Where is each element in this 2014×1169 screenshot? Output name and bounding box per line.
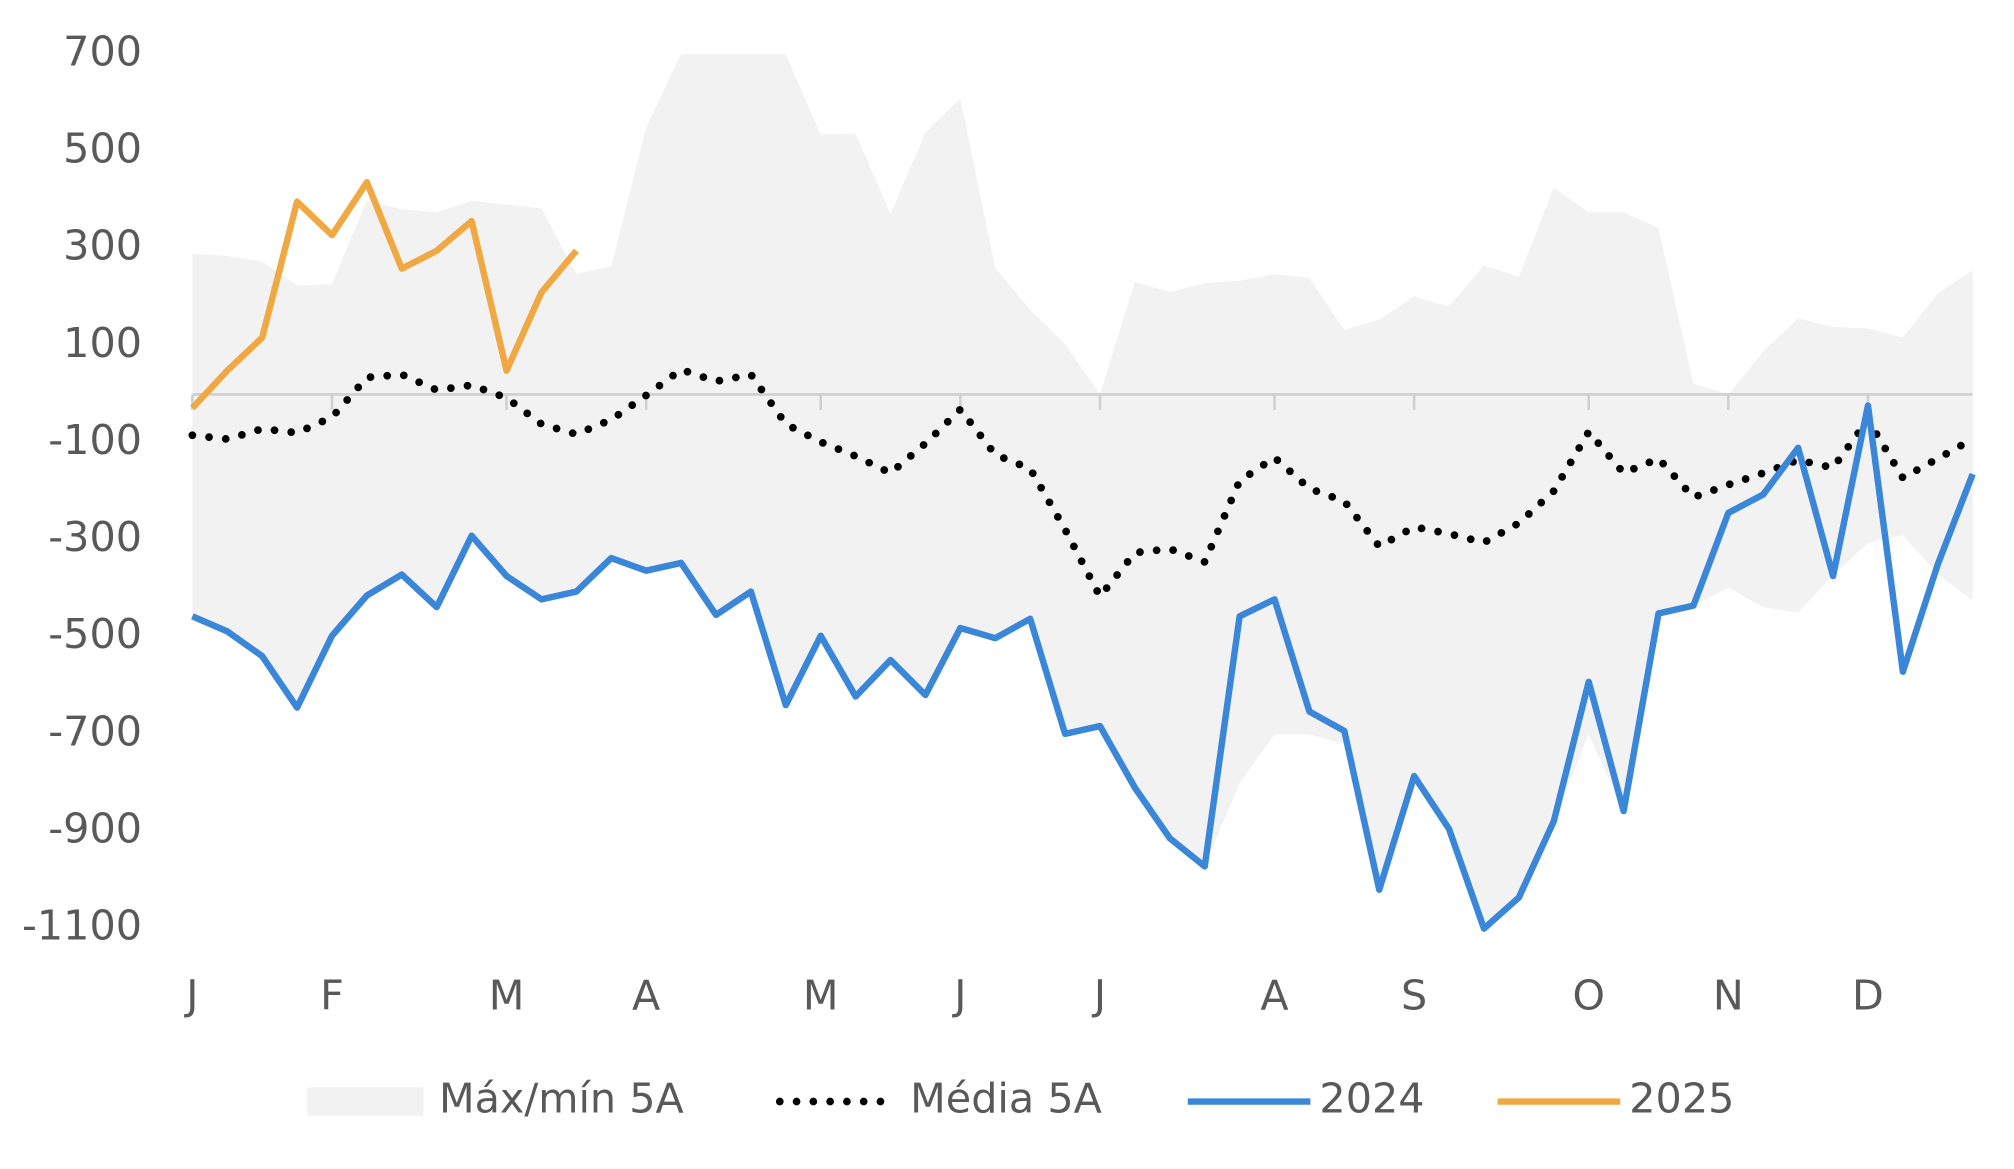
legend-label: Média 5A bbox=[910, 1075, 1102, 1123]
y-tick-label: 100 bbox=[63, 319, 142, 367]
series-line bbox=[190, 179, 579, 411]
x-tick-label: D bbox=[1852, 971, 1884, 1019]
series-line bbox=[191, 402, 1976, 932]
y-tick-label: 300 bbox=[63, 222, 142, 270]
y-tick-label: -500 bbox=[48, 610, 142, 658]
y-tick-label: -100 bbox=[48, 416, 142, 464]
y-tick-label: 500 bbox=[63, 125, 142, 173]
legend-label: Máx/mín 5A bbox=[439, 1075, 684, 1123]
x-tick-label: M bbox=[489, 971, 525, 1019]
legend-swatch bbox=[307, 1087, 424, 1116]
x-tick-label: A bbox=[632, 971, 660, 1019]
y-tick-label: -1100 bbox=[22, 902, 142, 950]
legend-label: 2024 bbox=[1319, 1075, 1424, 1123]
y-tick-label: -900 bbox=[48, 804, 142, 852]
x-tick-label: J bbox=[1091, 971, 1106, 1019]
x-tick-label: A bbox=[1260, 971, 1288, 1019]
legend-label: 2025 bbox=[1629, 1075, 1734, 1123]
average-line bbox=[188, 365, 1977, 601]
x-tick-label: S bbox=[1401, 971, 1427, 1019]
range-band bbox=[192, 54, 1973, 929]
x-tick-label: N bbox=[1713, 971, 1744, 1019]
x-tick-label: J bbox=[183, 971, 198, 1019]
x-tick-label: M bbox=[803, 971, 839, 1019]
y-tick-label: -300 bbox=[48, 513, 142, 561]
y-tick-label: 700 bbox=[63, 28, 142, 76]
x-tick-label: F bbox=[320, 971, 344, 1019]
x-tick-label: J bbox=[951, 971, 966, 1019]
x-tick-label: O bbox=[1572, 971, 1605, 1019]
y-tick-label: -700 bbox=[48, 707, 142, 755]
